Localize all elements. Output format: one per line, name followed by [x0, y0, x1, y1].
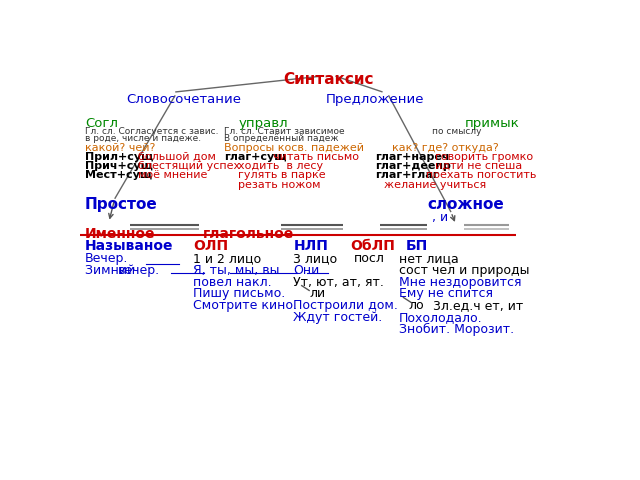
- Text: в роде, числе и падеже.: в роде, числе и падеже.: [85, 134, 201, 143]
- Text: вечер.: вечер.: [118, 264, 160, 277]
- Text: Ут, ют, ат, ят.: Ут, ют, ат, ят.: [293, 276, 384, 288]
- Text: какой? чей?: какой? чей?: [85, 143, 156, 153]
- Text: ло: ло: [408, 300, 424, 312]
- Text: Ему не спится: Ему не спится: [399, 288, 493, 300]
- Text: сложное: сложное: [428, 197, 504, 212]
- Text: 3л.ед.ч ет, ит: 3л.ед.ч ет, ит: [433, 300, 524, 312]
- Text: Синтаксис: Синтаксис: [283, 72, 373, 87]
- Text: Я, ты, мы, вы: Я, ты, мы, вы: [193, 264, 280, 277]
- Text: Согл: Согл: [85, 117, 118, 130]
- Text: большой дом: большой дом: [138, 152, 216, 162]
- Text: Мне нездоровится: Мне нездоровится: [399, 276, 522, 288]
- Text: Мест+сущ: Мест+сущ: [85, 170, 152, 180]
- Text: БП: БП: [406, 239, 428, 252]
- Text: глаг+деепр: глаг+деепр: [375, 161, 451, 171]
- Text: гулять в парке: гулять в парке: [237, 170, 325, 180]
- Text: Ждут гостей.: Ждут гостей.: [293, 311, 383, 324]
- Text: ОЛП: ОЛП: [193, 239, 228, 252]
- Text: нет лица: нет лица: [399, 252, 459, 265]
- Text: Гл. сл. Согласуется с завис.: Гл. сл. Согласуется с завис.: [85, 127, 218, 136]
- Text: НЛП: НЛП: [293, 239, 328, 252]
- Text: управл: управл: [239, 117, 289, 130]
- Text: глагольное: глагольное: [203, 227, 294, 241]
- Text: по смыслу: по смыслу: [432, 127, 482, 136]
- Text: Знобит. Морозит.: Знобит. Морозит.: [399, 323, 514, 336]
- Text: глаг+нареч: глаг+нареч: [375, 152, 450, 162]
- Text: 1 и 2 лицо: 1 и 2 лицо: [193, 252, 261, 265]
- Text: говорить громко: говорить громко: [435, 152, 532, 162]
- Text: Вопросы косв. падежей: Вопросы косв. падежей: [224, 143, 364, 153]
- Text: Именное: Именное: [85, 227, 156, 241]
- Text: Построили дом.: Построили дом.: [293, 300, 398, 312]
- Text: Пишу письмо.: Пишу письмо.: [193, 288, 285, 300]
- Text: В определённый падеж: В определённый падеж: [224, 134, 339, 143]
- Text: , и: , и: [432, 211, 448, 224]
- Text: ли: ли: [310, 288, 326, 300]
- Text: примык: примык: [464, 117, 519, 130]
- Text: идти не спеша: идти не спеша: [435, 161, 522, 171]
- Text: резать ножом: резать ножом: [237, 180, 320, 190]
- Text: Прил+сущ: Прил+сущ: [85, 152, 154, 162]
- Text: блестящий успех: блестящий успех: [138, 161, 239, 171]
- Text: ходить  в лесу: ходить в лесу: [237, 161, 323, 171]
- Text: Они: Они: [293, 264, 319, 277]
- Text: Гл. сл. Ставит зависимое: Гл. сл. Ставит зависимое: [224, 127, 344, 136]
- Text: Простое: Простое: [85, 197, 157, 212]
- Text: читать письмо: читать письмо: [273, 152, 360, 162]
- Text: глаг+сущ: глаг+сущ: [224, 152, 286, 162]
- Text: поехать погостить: поехать погостить: [426, 170, 536, 180]
- Text: 3 лицо: 3 лицо: [293, 252, 337, 265]
- Text: Словосочетание: Словосочетание: [127, 93, 242, 106]
- Text: Зимний: Зимний: [85, 264, 139, 277]
- Text: посл: посл: [354, 252, 385, 265]
- Text: Предложение: Предложение: [326, 93, 424, 106]
- Text: повел накл.: повел накл.: [193, 276, 272, 288]
- Text: глаг+глаг: глаг+глаг: [375, 170, 438, 180]
- Text: Смотрите кино.: Смотрите кино.: [193, 300, 297, 312]
- Text: моё мнение: моё мнение: [138, 170, 207, 180]
- Text: ОбЛП: ОбЛП: [350, 239, 395, 252]
- Text: Похолодало.: Похолодало.: [399, 311, 483, 324]
- Text: желание учиться: желание учиться: [384, 180, 486, 190]
- Text: Вечер.: Вечер.: [85, 252, 129, 265]
- Text: как? где? откуда?: как? где? откуда?: [392, 143, 499, 153]
- Text: Называное: Называное: [85, 239, 173, 252]
- Text: Прич+сущ: Прич+сущ: [85, 161, 153, 171]
- Text: сост чел и природы: сост чел и природы: [399, 264, 529, 277]
